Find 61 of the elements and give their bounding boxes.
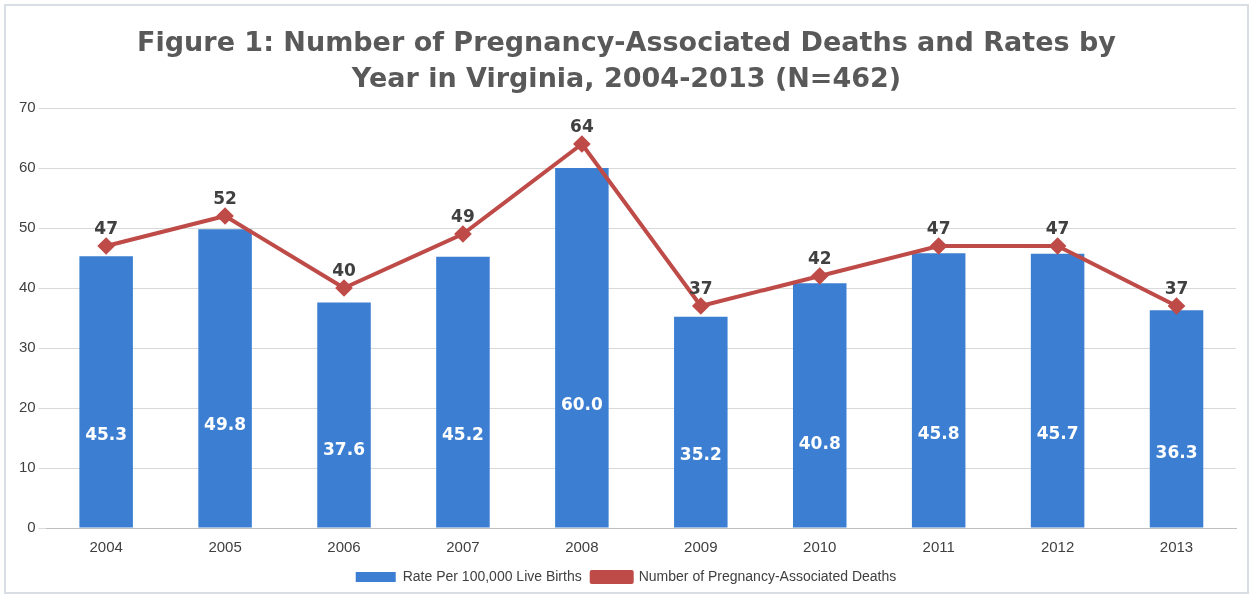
data-label: 37 xyxy=(1164,278,1189,299)
y-tick-label: 70 xyxy=(19,98,36,116)
y-tick-label: 60 xyxy=(19,158,36,176)
data-label: 52 xyxy=(213,188,237,209)
data-label: 64 xyxy=(570,116,594,137)
x-tick-label: 2007 xyxy=(446,538,480,556)
x-tick-label: 2006 xyxy=(327,538,361,556)
data-label: 49 xyxy=(451,206,475,227)
data-label: 45.2 xyxy=(441,423,484,444)
bar xyxy=(436,256,490,528)
x-tick-label: 2010 xyxy=(803,538,837,556)
point xyxy=(1168,298,1185,314)
x-tick-label: 2008 xyxy=(565,538,599,556)
bar xyxy=(79,256,133,528)
x-tick-label: 2009 xyxy=(684,538,718,556)
legend-label: Number of Pregnancy-Associated Deaths xyxy=(638,567,897,584)
bar xyxy=(911,253,966,528)
point xyxy=(811,268,828,284)
data-label: 37 xyxy=(688,278,713,299)
point xyxy=(454,226,471,242)
point xyxy=(217,208,234,224)
data-label: 60.0 xyxy=(560,393,604,414)
y-tick-label: 30 xyxy=(19,338,36,356)
bar xyxy=(555,168,609,528)
legend-label: Rate Per 100,000 Live Births xyxy=(402,567,582,584)
bar xyxy=(317,302,371,528)
point xyxy=(336,280,353,296)
data-label: 47 xyxy=(1045,218,1070,239)
data-label: 40 xyxy=(332,260,357,281)
x-tick-label: 2013 xyxy=(1159,538,1194,556)
y-tick-label: 10 xyxy=(19,458,36,476)
chart-title: Figure 1: Number of Pregnancy-Associated Deaths and Rates by Year in Virginia, 2004-2013 (N=462) xyxy=(136,25,1117,95)
x-tick-label: 2005 xyxy=(208,538,242,556)
data-label: 40.8 xyxy=(798,432,841,453)
y-tick-label: 50 xyxy=(19,218,36,236)
data-label: 47 xyxy=(926,218,951,239)
y-tick-label: 40 xyxy=(19,278,36,296)
bar xyxy=(1030,253,1085,528)
data-label: 45.7 xyxy=(1036,422,1079,443)
x-tick-label: 2004 xyxy=(89,538,123,556)
data-label: 35.2 xyxy=(679,444,722,465)
bar xyxy=(198,229,252,528)
bar xyxy=(1149,310,1204,528)
point xyxy=(573,136,590,152)
bar xyxy=(792,283,847,528)
y-tick-label: 0 xyxy=(27,518,36,536)
point xyxy=(692,298,709,314)
y-tick-label: 20 xyxy=(19,398,36,416)
data-label: 37.6 xyxy=(323,439,365,460)
x-tick-label: 2012 xyxy=(1040,538,1075,556)
data-label: 36.3 xyxy=(1155,442,1198,463)
bar xyxy=(674,316,728,528)
data-label: 45.8 xyxy=(917,422,960,443)
x-tick-label: 2011 xyxy=(922,538,955,556)
point xyxy=(930,238,947,254)
data-label: 49.8 xyxy=(204,414,247,435)
point xyxy=(98,238,115,254)
point xyxy=(1049,238,1066,254)
data-label: 47 xyxy=(94,218,118,239)
data-label: 45.3 xyxy=(85,423,128,444)
data-label: 42 xyxy=(807,248,832,269)
